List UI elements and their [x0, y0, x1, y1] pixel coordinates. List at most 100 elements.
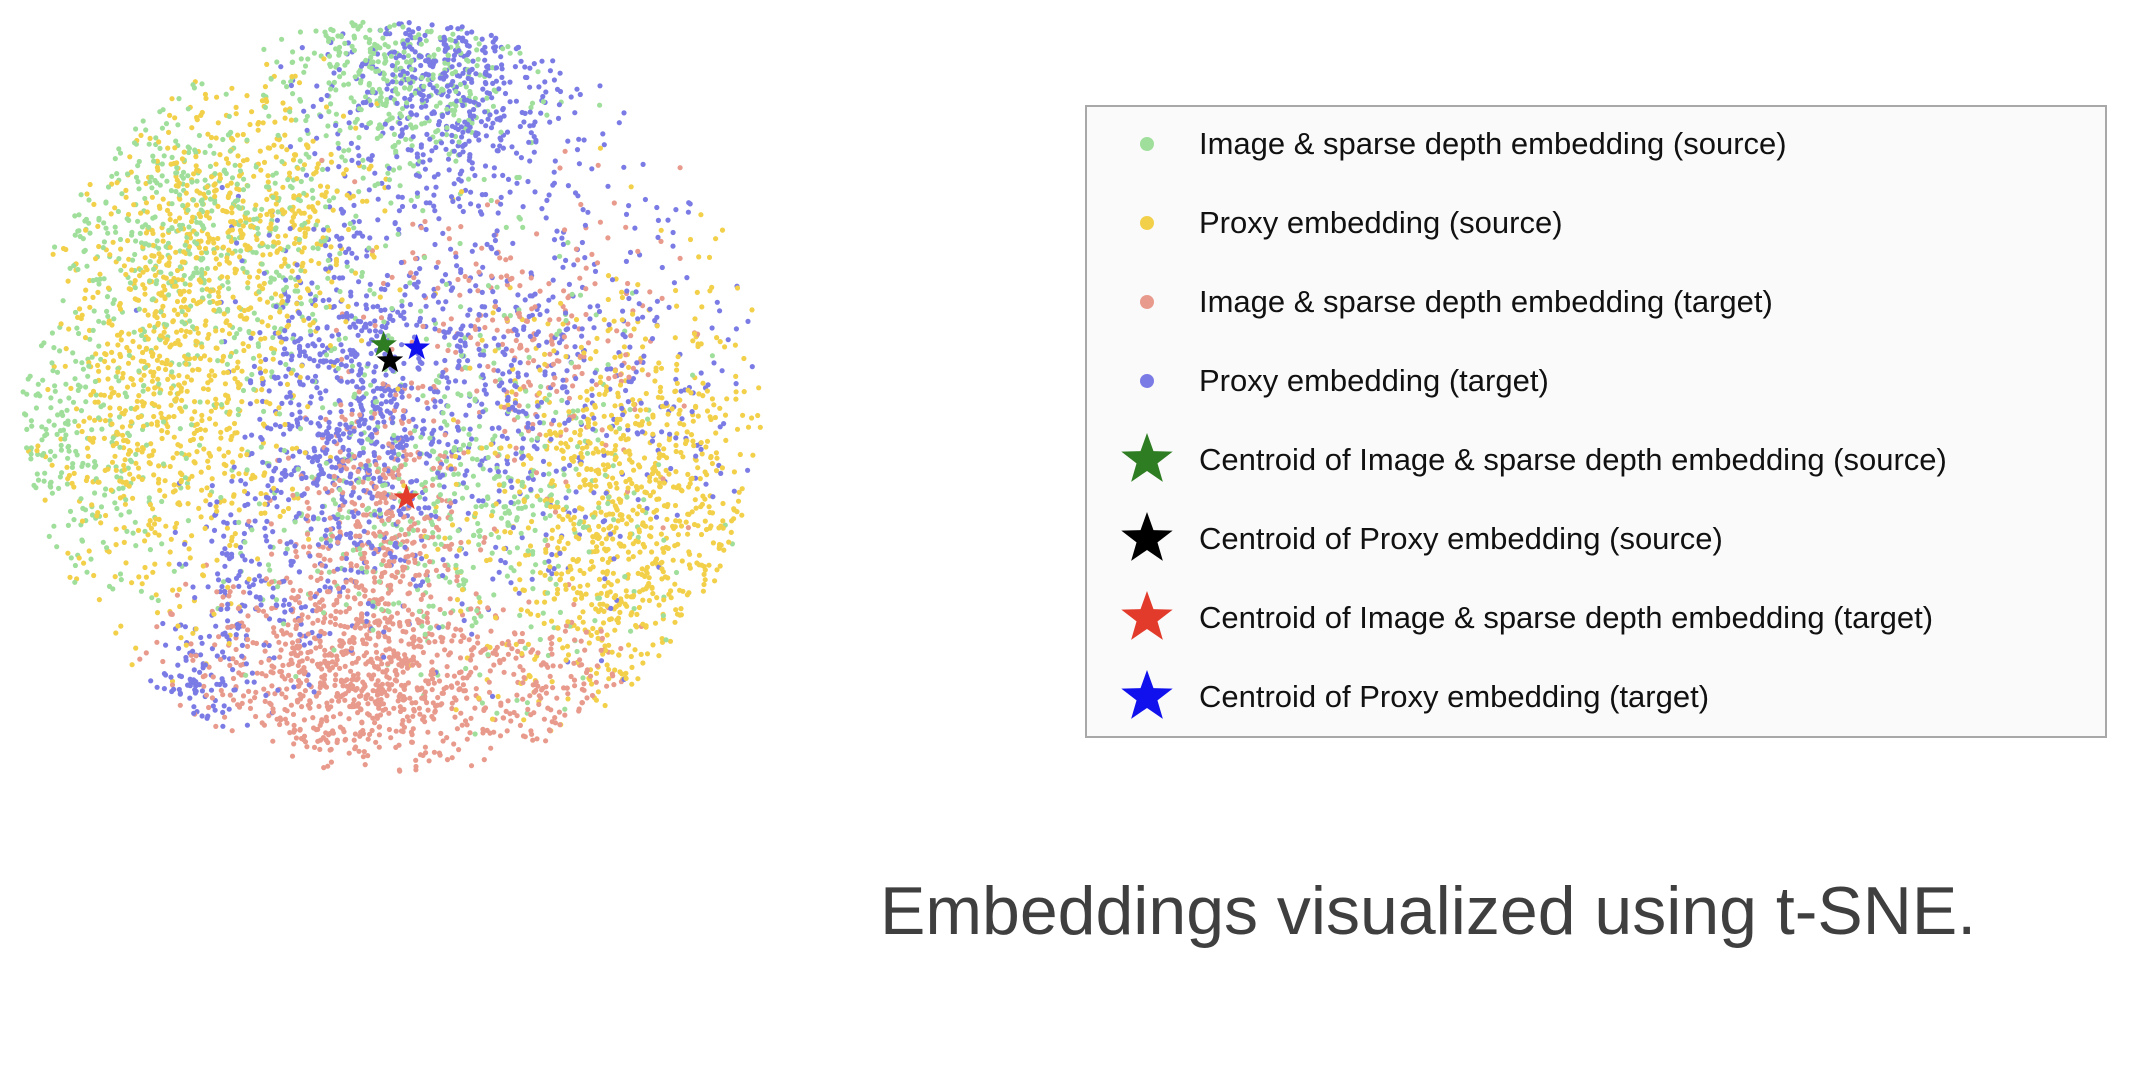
scatter-point [543, 432, 549, 438]
scatter-point [600, 462, 607, 468]
scatter-point [480, 498, 486, 504]
scatter-point [142, 538, 148, 544]
scatter-point [440, 321, 447, 327]
scatter-point [379, 393, 385, 399]
scatter-point [372, 441, 378, 447]
scatter-point [57, 348, 63, 354]
scatter-point [361, 653, 367, 659]
scatter-point [711, 360, 717, 366]
scatter-point [488, 531, 494, 538]
scatter-point [521, 717, 527, 723]
scatter-point [270, 334, 276, 341]
scatter-point [533, 470, 540, 476]
scatter-point [456, 62, 462, 68]
scatter-point [137, 273, 143, 279]
scatter-point [346, 226, 352, 233]
scatter-point [371, 613, 377, 619]
scatter-point [654, 323, 660, 329]
scatter-point [57, 398, 63, 404]
scatter-point [473, 283, 479, 289]
scatter-point [202, 525, 208, 532]
scatter-point [431, 192, 437, 198]
scatter-point [71, 263, 77, 269]
scatter-point [185, 484, 191, 490]
scatter-point [128, 405, 134, 411]
scatter-point [329, 488, 335, 494]
scatter-point [464, 516, 470, 522]
scatter-point [241, 307, 247, 314]
scatter-point [369, 727, 375, 734]
scatter-point [330, 714, 337, 720]
scatter-point [560, 507, 566, 513]
scatter-point [268, 76, 274, 82]
scatter-point [86, 363, 92, 369]
scatter-point [251, 310, 257, 316]
scatter-point [346, 147, 352, 153]
scatter-point [465, 510, 471, 516]
scatter-point [433, 378, 439, 384]
scatter-point [351, 35, 358, 41]
scatter-point [331, 579, 338, 585]
scatter-point [378, 307, 384, 313]
scatter-point [305, 287, 311, 293]
scatter-point [685, 525, 692, 531]
scatter-point [464, 30, 470, 36]
scatter-point [475, 520, 481, 527]
scatter-point [472, 172, 478, 179]
scatter-point [117, 495, 123, 501]
scatter-point [140, 388, 146, 394]
scatter-point [281, 431, 287, 437]
scatter-point [424, 131, 430, 137]
scatter-point [246, 576, 252, 582]
scatter-point [213, 723, 219, 730]
scatter-point [213, 187, 219, 193]
scatter-point [565, 183, 572, 189]
scatter-point [417, 266, 423, 272]
scatter-point [382, 423, 388, 429]
scatter-point [283, 361, 289, 368]
scatter-point [465, 312, 471, 318]
scatter-point [670, 243, 676, 249]
scatter-point [585, 209, 591, 215]
scatter-point [551, 417, 557, 423]
scatter-point [294, 301, 300, 307]
scatter-point [527, 693, 533, 699]
scatter-point [425, 707, 431, 713]
scatter-point [470, 532, 477, 539]
scatter-point [516, 561, 522, 567]
scatter-point [64, 407, 70, 413]
scatter-point [550, 58, 556, 64]
scatter-point [48, 484, 54, 490]
scatter-point [198, 514, 204, 520]
scatter-point [436, 534, 442, 540]
scatter-point [487, 644, 493, 651]
scatter-point [491, 662, 497, 668]
scatter-point [467, 426, 473, 432]
scatter-point [310, 138, 316, 144]
scatter-point [623, 224, 629, 230]
scatter-point [477, 672, 483, 678]
scatter-point [207, 357, 213, 363]
scatter-point [357, 412, 363, 418]
scatter-point [507, 711, 513, 717]
scatter-point [485, 363, 491, 370]
scatter-point [405, 147, 411, 153]
scatter-point [172, 488, 178, 494]
scatter-point [693, 404, 699, 410]
scatter-point [745, 467, 751, 473]
scatter-point [612, 403, 618, 409]
scatter-point [616, 461, 623, 467]
scatter-point [98, 356, 104, 362]
scatter-point [520, 436, 527, 442]
scatter-point [359, 328, 365, 334]
scatter-point [431, 418, 437, 424]
scatter-point [710, 540, 717, 546]
scatter-point [462, 472, 468, 478]
scatter-point [186, 149, 192, 156]
scatter-point [154, 238, 160, 244]
scatter-point [654, 314, 660, 320]
scatter-point [371, 575, 378, 581]
scatter-point [449, 755, 455, 761]
scatter-point [562, 628, 569, 634]
scatter-point [267, 700, 273, 706]
